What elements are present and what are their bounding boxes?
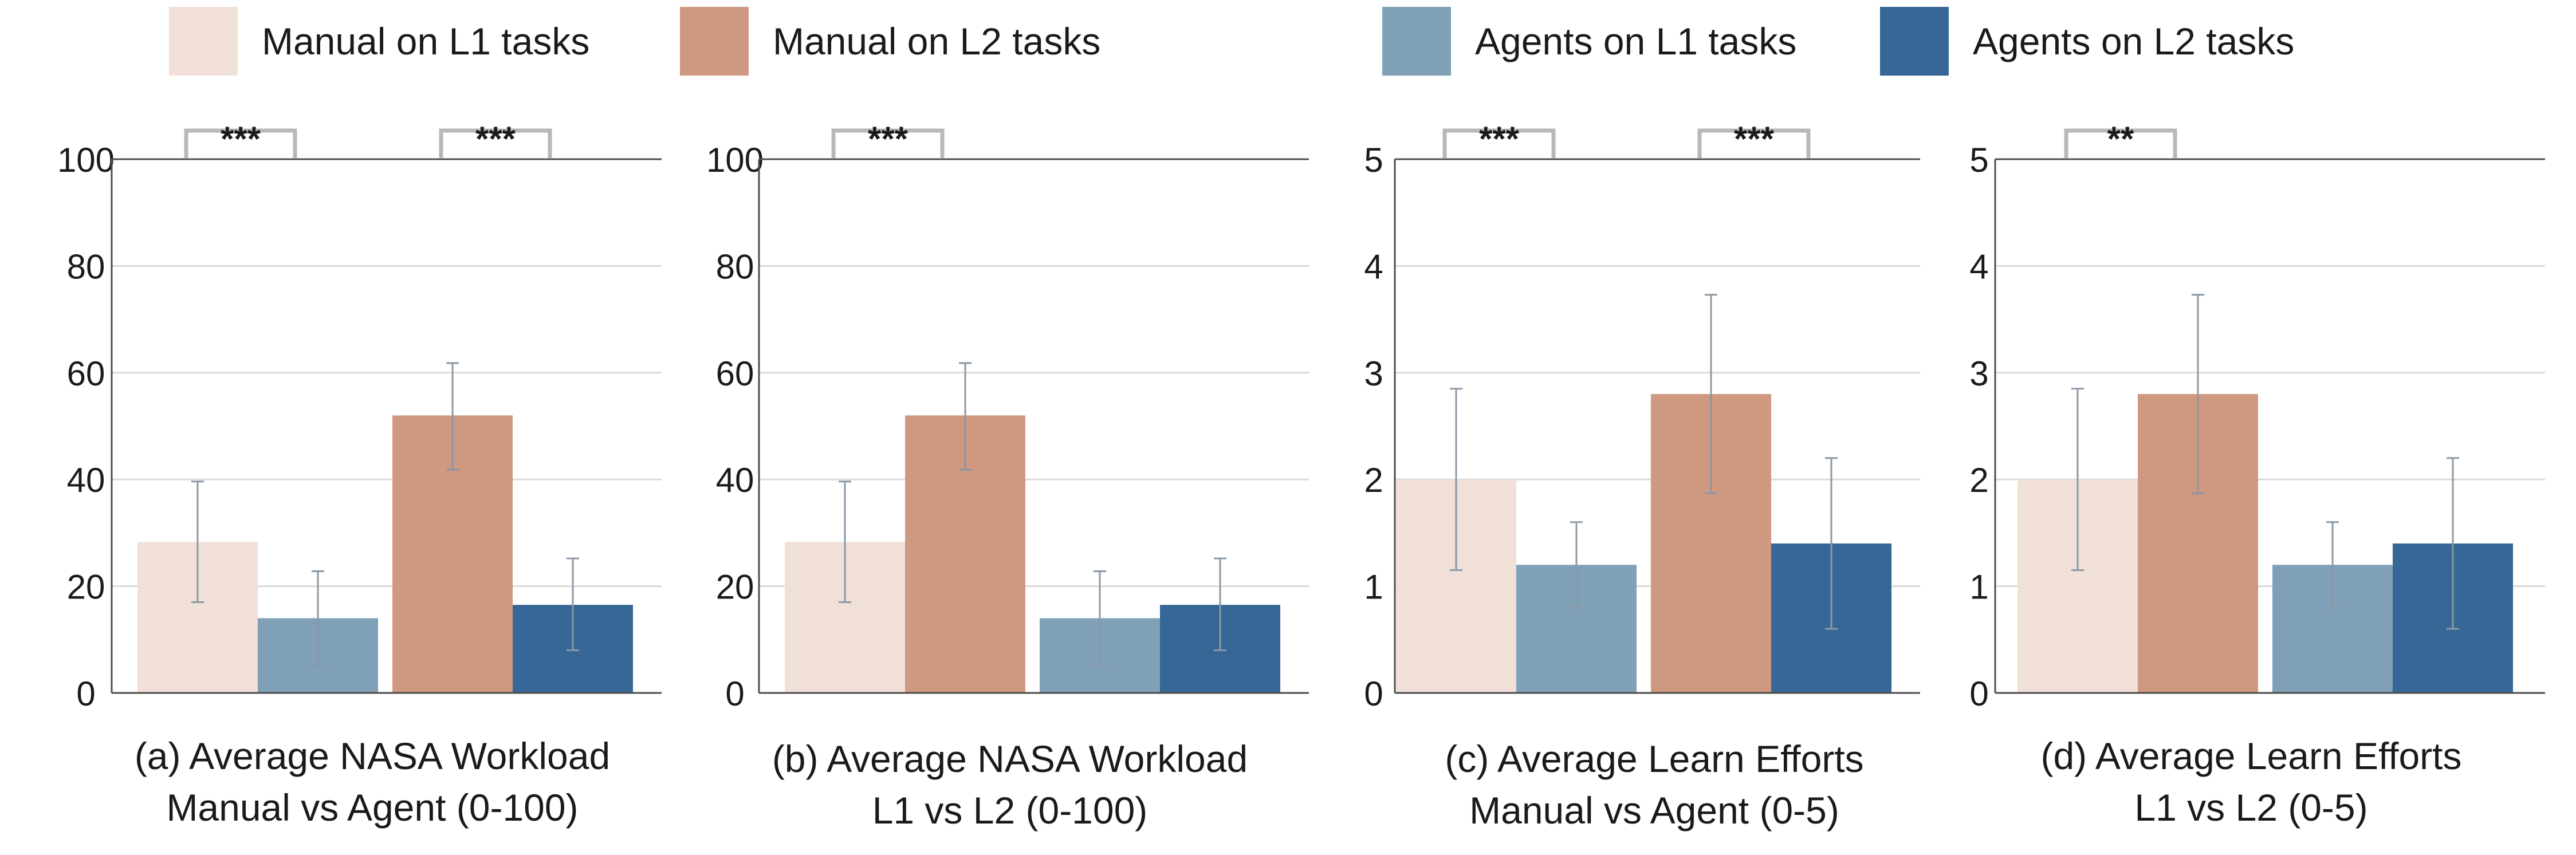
legend-swatch-manual-l1 (169, 7, 238, 76)
legend-item-manual-l1: Manual on L1 tasks (169, 7, 589, 76)
chart-b-ytick-label: 20 (716, 568, 754, 606)
caption-c-line2: Manual vs Agent (0-5) (1469, 789, 1839, 832)
caption-b-line1: (b) Average NASA Workload (772, 738, 1248, 780)
caption-a-line1: (a) Average NASA Workload (134, 735, 611, 777)
chart-a-significance-label: *** (475, 120, 516, 158)
chart-c-ytick-label: 4 (1364, 247, 1383, 286)
chart-b-significance-label: *** (868, 120, 909, 158)
chart-a-ytick-label: 80 (67, 247, 105, 286)
chart-b-ytick-label: 80 (716, 247, 754, 286)
chart-c-ytick-label: 1 (1364, 568, 1383, 606)
chart-d-ytick-label: 1 (1969, 568, 1988, 606)
legend-label-manual-l2: Manual on L2 tasks (773, 20, 1101, 62)
chart-b-ytick-label: 0 (725, 675, 744, 713)
chart-a-ytick-label: 40 (67, 461, 105, 499)
caption-b: (b) Average NASA Workload L1 vs L2 (0-10… (735, 733, 1285, 836)
caption-d-line1: (d) Average Learn Efforts (2040, 735, 2462, 777)
chart-c-significance-bracket (1697, 128, 1811, 158)
chart-c-ytick-label: 3 (1364, 354, 1383, 393)
legend-label-agents-l2: Agents on L2 tasks (1973, 20, 2295, 62)
chart-b-ytick-label: 60 (716, 354, 754, 393)
chart-c-ytick-label: 0 (1364, 675, 1383, 713)
legend-item-agents-l2: Agents on L2 tasks (1880, 7, 2294, 76)
legend-item-manual-l2: Manual on L2 tasks (680, 7, 1100, 76)
legend-swatch-agents-l1 (1382, 7, 1451, 76)
legend-swatch-agents-l2 (1880, 7, 1949, 76)
chart-a-significance-bracket (184, 128, 297, 158)
chart-c-significance-bracket (1442, 128, 1556, 158)
chart-a-ytick-label: 20 (67, 568, 105, 606)
chart-d-significance-label: ** (2107, 120, 2134, 158)
chart-d-ytick-label: 4 (1969, 247, 1988, 286)
chart-c-ytick-label: 5 (1364, 141, 1383, 179)
chart-c-significance-label: *** (1734, 120, 1775, 158)
chart-a-ytick-label: 100 (57, 141, 115, 179)
caption-c: (c) Average Learn Efforts Manual vs Agen… (1379, 733, 1929, 836)
chart-d-ytick-label: 0 (1969, 675, 1988, 713)
chart-c-significance-label: *** (1479, 120, 1520, 158)
caption-c-line1: (c) Average Learn Efforts (1445, 738, 1864, 780)
caption-a: (a) Average NASA Workload Manual vs Agen… (97, 730, 647, 833)
chart-c-ytick-label: 2 (1364, 461, 1383, 499)
legend-label-manual-l1: Manual on L1 tasks (262, 20, 590, 62)
chart-a-ytick-label: 0 (76, 675, 95, 713)
chart-d-ytick-label: 3 (1969, 354, 1988, 393)
chart-b-significance-bracket (831, 128, 945, 158)
caption-b-line2: L1 vs L2 (0-100) (872, 789, 1148, 832)
caption-d-line2: L1 vs L2 (0-5) (2134, 786, 2368, 829)
chart-d-ytick-label: 5 (1969, 141, 1988, 179)
chart-b-ytick-label: 100 (706, 141, 764, 179)
chart-a-significance-bracket (439, 128, 552, 158)
caption-a-line2: Manual vs Agent (0-100) (166, 786, 579, 829)
chart-d-ytick-label: 2 (1969, 461, 1988, 499)
chart-d-significance-bracket (2064, 128, 2177, 158)
chart-a-significance-label: *** (221, 120, 261, 158)
caption-d: (d) Average Learn Efforts L1 vs L2 (0-5) (1976, 730, 2526, 833)
chart-b-ytick-label: 40 (716, 461, 754, 499)
legend-item-agents-l1: Agents on L1 tasks (1382, 7, 1796, 76)
chart-legend: Manual on L1 tasks Manual on L2 tasks Ag… (0, 0, 2576, 86)
chart-a-ytick-label: 60 (67, 354, 105, 393)
legend-label-agents-l1: Agents on L1 tasks (1475, 20, 1797, 62)
legend-swatch-manual-l2 (680, 7, 749, 76)
